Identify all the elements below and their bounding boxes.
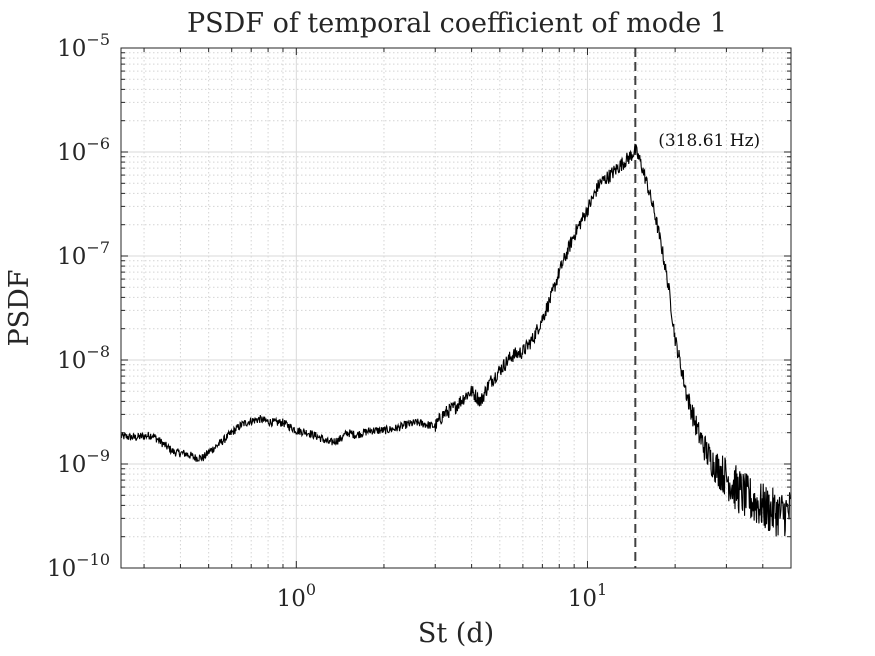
- chart-title: PSDF of temporal coefficient of mode 1: [187, 8, 727, 39]
- y-tick-label: 10−6: [57, 134, 110, 166]
- grid: [121, 48, 791, 568]
- series-layer: [120, 143, 792, 537]
- plot-frame: [120, 47, 792, 569]
- psdf-line: [120, 143, 792, 537]
- peak-annotation: (318.61 Hz): [658, 131, 760, 151]
- y-tick-label: 10−5: [57, 30, 110, 62]
- x-tick-label: 101: [568, 580, 607, 612]
- axis-ticks: 100 101 10−10 10−9 10−8 10−7 10−6 10−5: [47, 30, 791, 612]
- y-tick-label: 10−8: [57, 342, 110, 374]
- y-tick-label: 10−9: [57, 446, 110, 478]
- x-axis-label: St (d): [418, 618, 494, 649]
- y-tick-label: 10−10: [47, 550, 110, 582]
- x-tick-label: 100: [277, 580, 316, 612]
- y-axis-label: PSDF: [4, 269, 35, 346]
- y-tick-label: 10−7: [57, 238, 110, 270]
